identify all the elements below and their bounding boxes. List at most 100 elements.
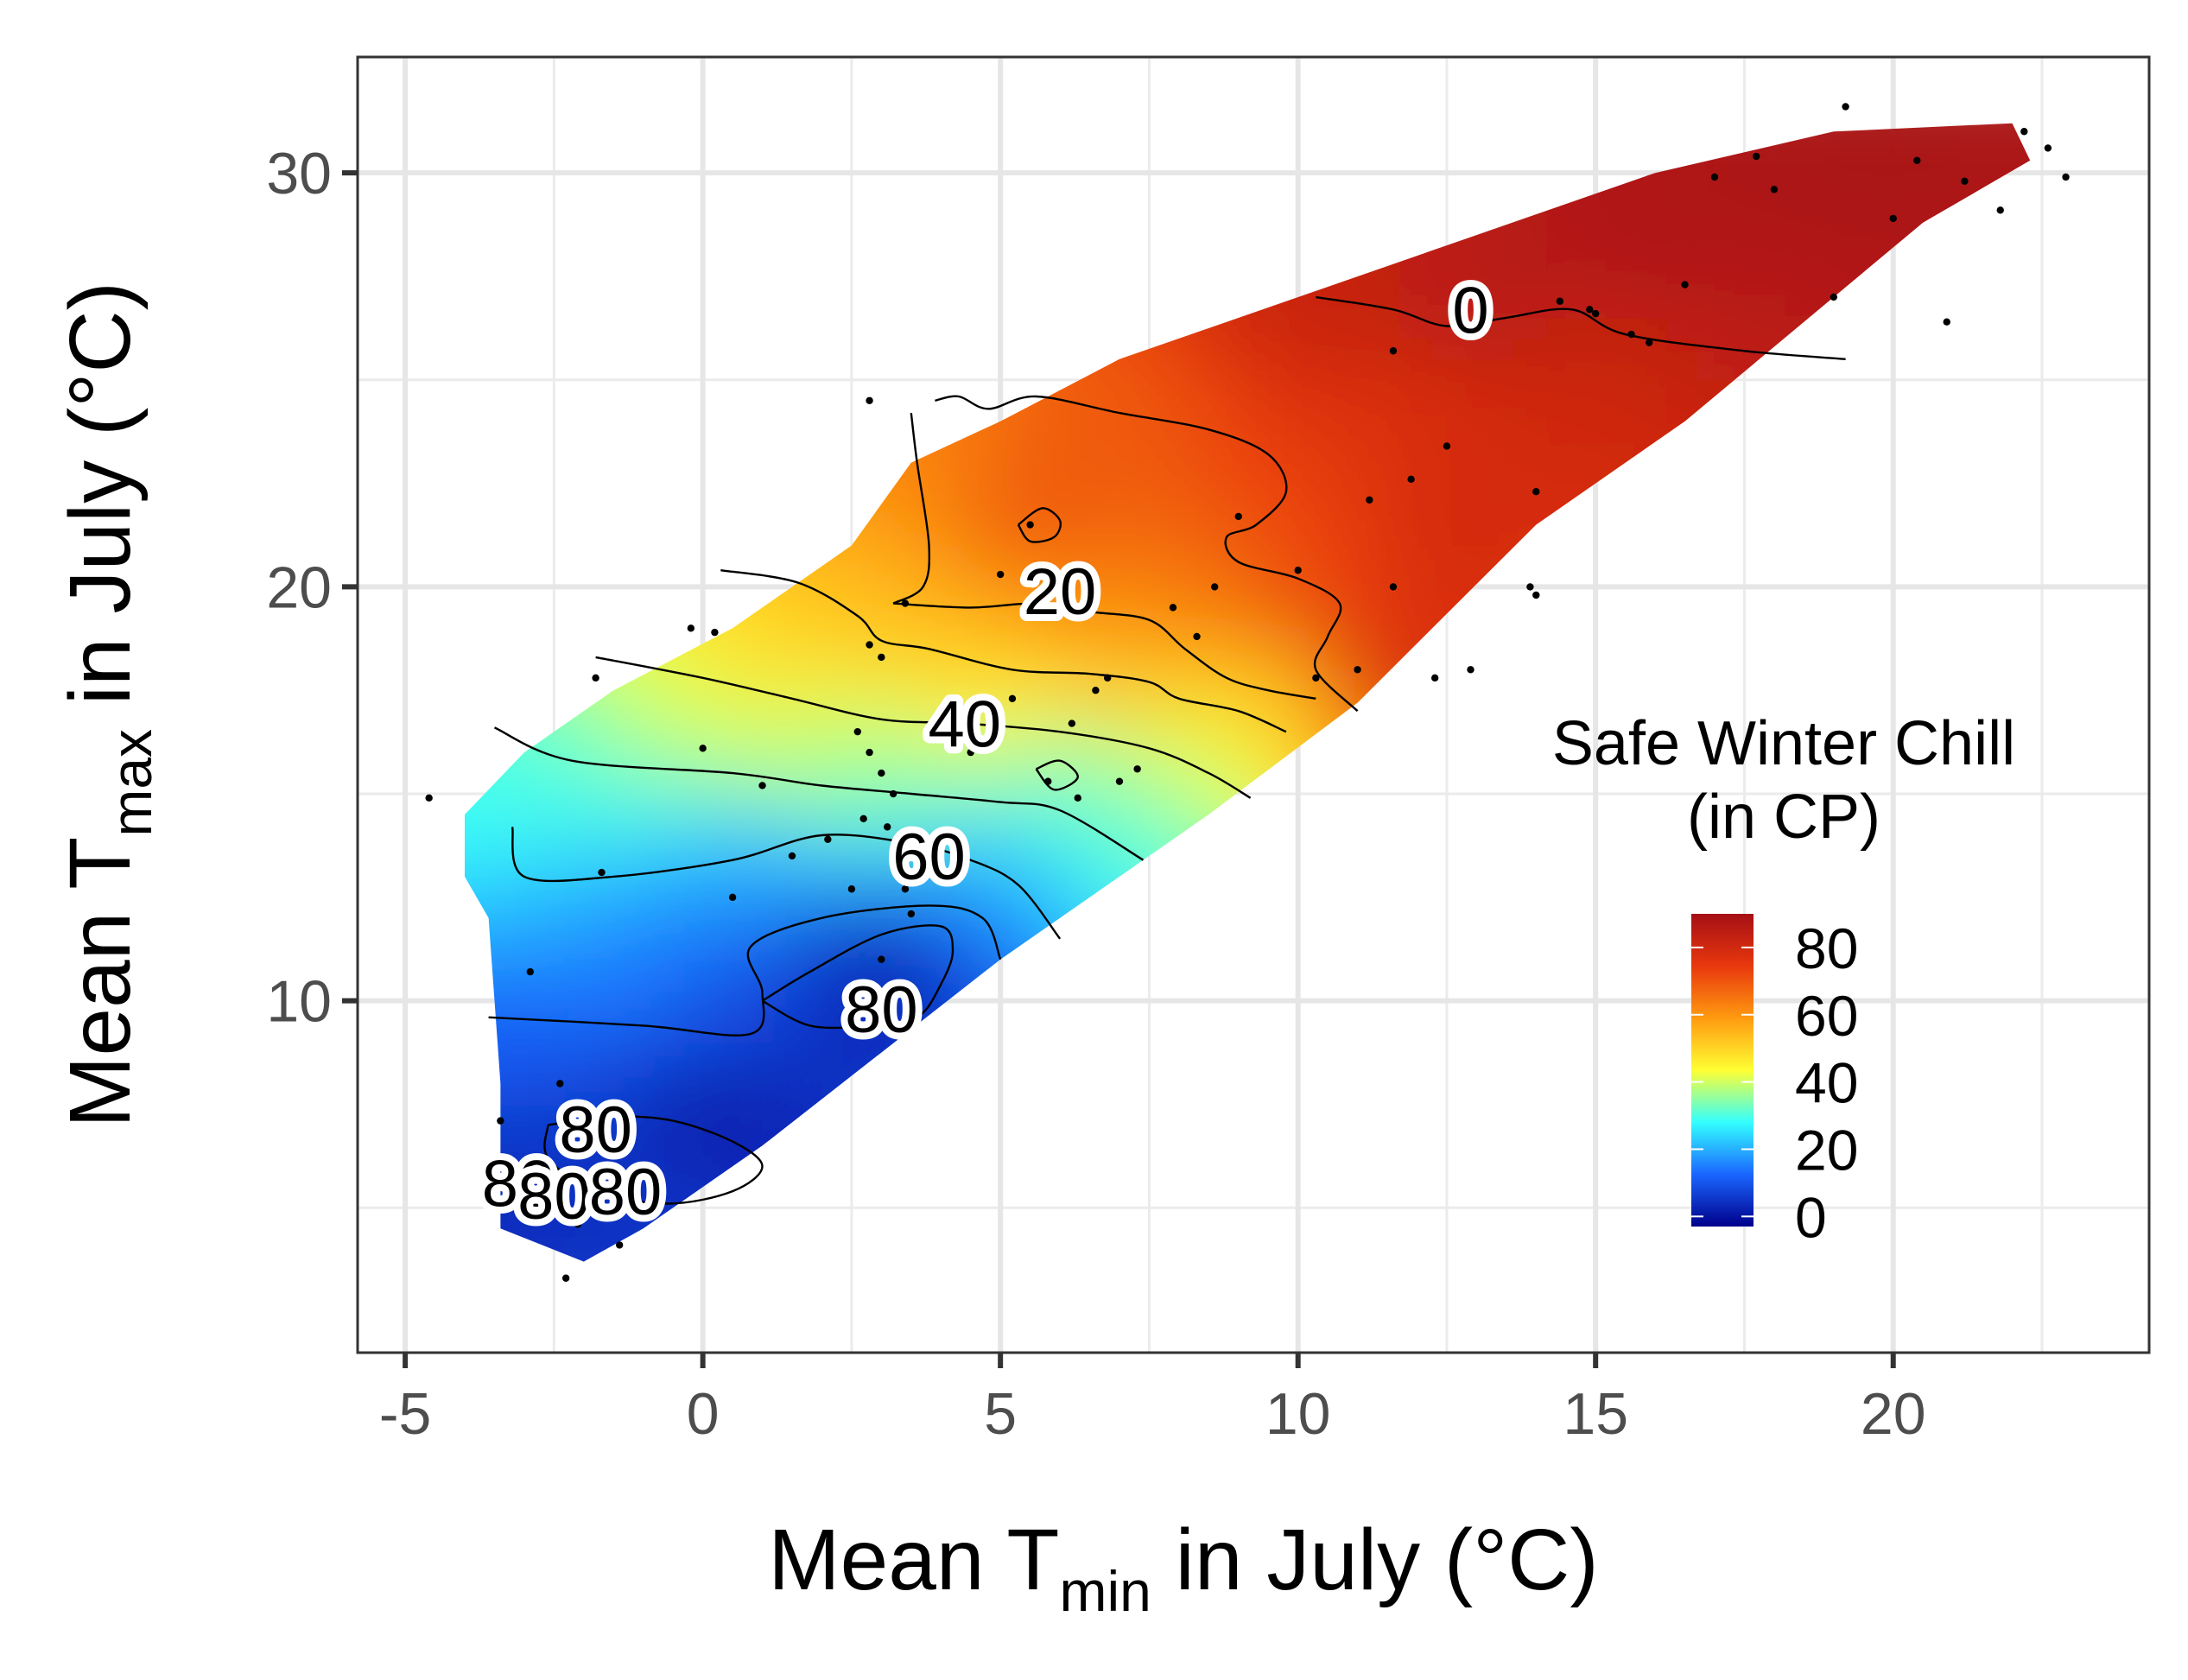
surface-cell [1636, 316, 1668, 339]
surface-cell [1487, 234, 1519, 257]
surface-cell [565, 1144, 597, 1168]
surface-cell [892, 999, 924, 1023]
surface-cell [625, 1124, 656, 1147]
surface-cell [1904, 172, 1936, 195]
surface-cell [683, 1144, 716, 1168]
surface-cell [683, 648, 716, 671]
surface-cell [683, 896, 716, 919]
surface-cell [505, 834, 537, 857]
surface-cell [1130, 627, 1163, 650]
surface-cell [1338, 461, 1371, 485]
surface-cell [1725, 234, 1758, 257]
surface-cell [1041, 875, 1073, 898]
surface-cell [683, 875, 716, 898]
surface-cell [922, 751, 954, 775]
station-point [425, 794, 433, 802]
surface-cell [1160, 503, 1192, 526]
surface-cell [1755, 316, 1787, 339]
surface-cell [862, 689, 895, 713]
surface-cell [625, 1144, 656, 1168]
station-point [1943, 318, 1950, 326]
surface-cell [1844, 130, 1877, 154]
surface-cell [1309, 378, 1341, 402]
surface-cell [1368, 482, 1400, 505]
surface-cell [1100, 627, 1132, 650]
surface-cell [1011, 461, 1043, 485]
surface-cell [1249, 648, 1282, 671]
station-point [907, 910, 916, 918]
surface-cell [981, 813, 1013, 836]
station-point [853, 727, 861, 736]
surface-cell [1398, 523, 1430, 547]
surface-cell [594, 1165, 627, 1189]
surface-cell [1011, 834, 1043, 857]
surface-cell [1220, 751, 1252, 775]
surface-cell [981, 875, 1013, 898]
surface-cell [1011, 503, 1043, 526]
surface-cell [952, 523, 984, 547]
surface-cell [1487, 275, 1519, 298]
surface-cell [1338, 337, 1371, 360]
surface-cell [1547, 234, 1579, 257]
surface-cell [505, 1062, 537, 1085]
surface-cell [892, 482, 924, 505]
surface-cell [594, 751, 627, 775]
surface-cell [1249, 399, 1282, 422]
surface-cell [625, 1186, 656, 1209]
surface-cell [1041, 793, 1073, 815]
surface-cell [1220, 544, 1252, 567]
surface-cell [773, 751, 805, 775]
station-point [556, 1080, 564, 1087]
surface-cell [1725, 213, 1758, 237]
surface-cell [1636, 234, 1668, 257]
surface-cell [1070, 710, 1103, 733]
surface-cell [1428, 378, 1460, 402]
surface-cell [1338, 316, 1371, 339]
surface-cell [833, 772, 865, 796]
surface-cell [1279, 316, 1311, 339]
surface-cell [1279, 503, 1311, 526]
surface-cell [952, 503, 984, 526]
surface-cell [625, 689, 656, 713]
surface-cell [862, 937, 895, 960]
surface-cell [1755, 234, 1787, 257]
surface-cell [952, 937, 984, 960]
surface-cell [535, 1124, 568, 1147]
surface-cell [862, 710, 895, 733]
station-point [1133, 765, 1141, 773]
surface-cell [1428, 544, 1460, 567]
surface-cell [743, 751, 776, 775]
surface-cell [952, 751, 984, 775]
surface-cell [743, 710, 776, 733]
x-tick-label: 0 [687, 1381, 720, 1447]
surface-cell [654, 793, 686, 815]
surface-cell [1338, 523, 1371, 547]
surface-cell [1189, 358, 1222, 381]
surface-cell [1070, 544, 1103, 567]
surface-cell [1487, 337, 1519, 360]
surface-cell [981, 710, 1013, 733]
surface-cell [1457, 275, 1490, 298]
surface-cell [1220, 378, 1252, 402]
surface-cell [1279, 648, 1311, 671]
surface-cell [565, 1082, 597, 1106]
surface-cell [594, 958, 627, 981]
station-point [1556, 297, 1564, 305]
surface-cell [1844, 151, 1877, 174]
surface-cell [952, 482, 984, 505]
contour-label: 40 [929, 688, 1002, 762]
surface-cell [1160, 731, 1192, 754]
surface-cell [1338, 482, 1371, 505]
surface-cell [1487, 378, 1519, 402]
station-point [1312, 674, 1320, 682]
surface-cell [1874, 130, 1906, 154]
surface-cell [1100, 544, 1132, 567]
surface-cell [1309, 358, 1341, 381]
surface-cell [1220, 441, 1252, 464]
surface-cell [1368, 606, 1400, 630]
surface-cell [1189, 689, 1222, 713]
surface-cell [1963, 130, 1995, 154]
surface-cell [1576, 213, 1608, 237]
surface-cell [683, 1103, 716, 1126]
